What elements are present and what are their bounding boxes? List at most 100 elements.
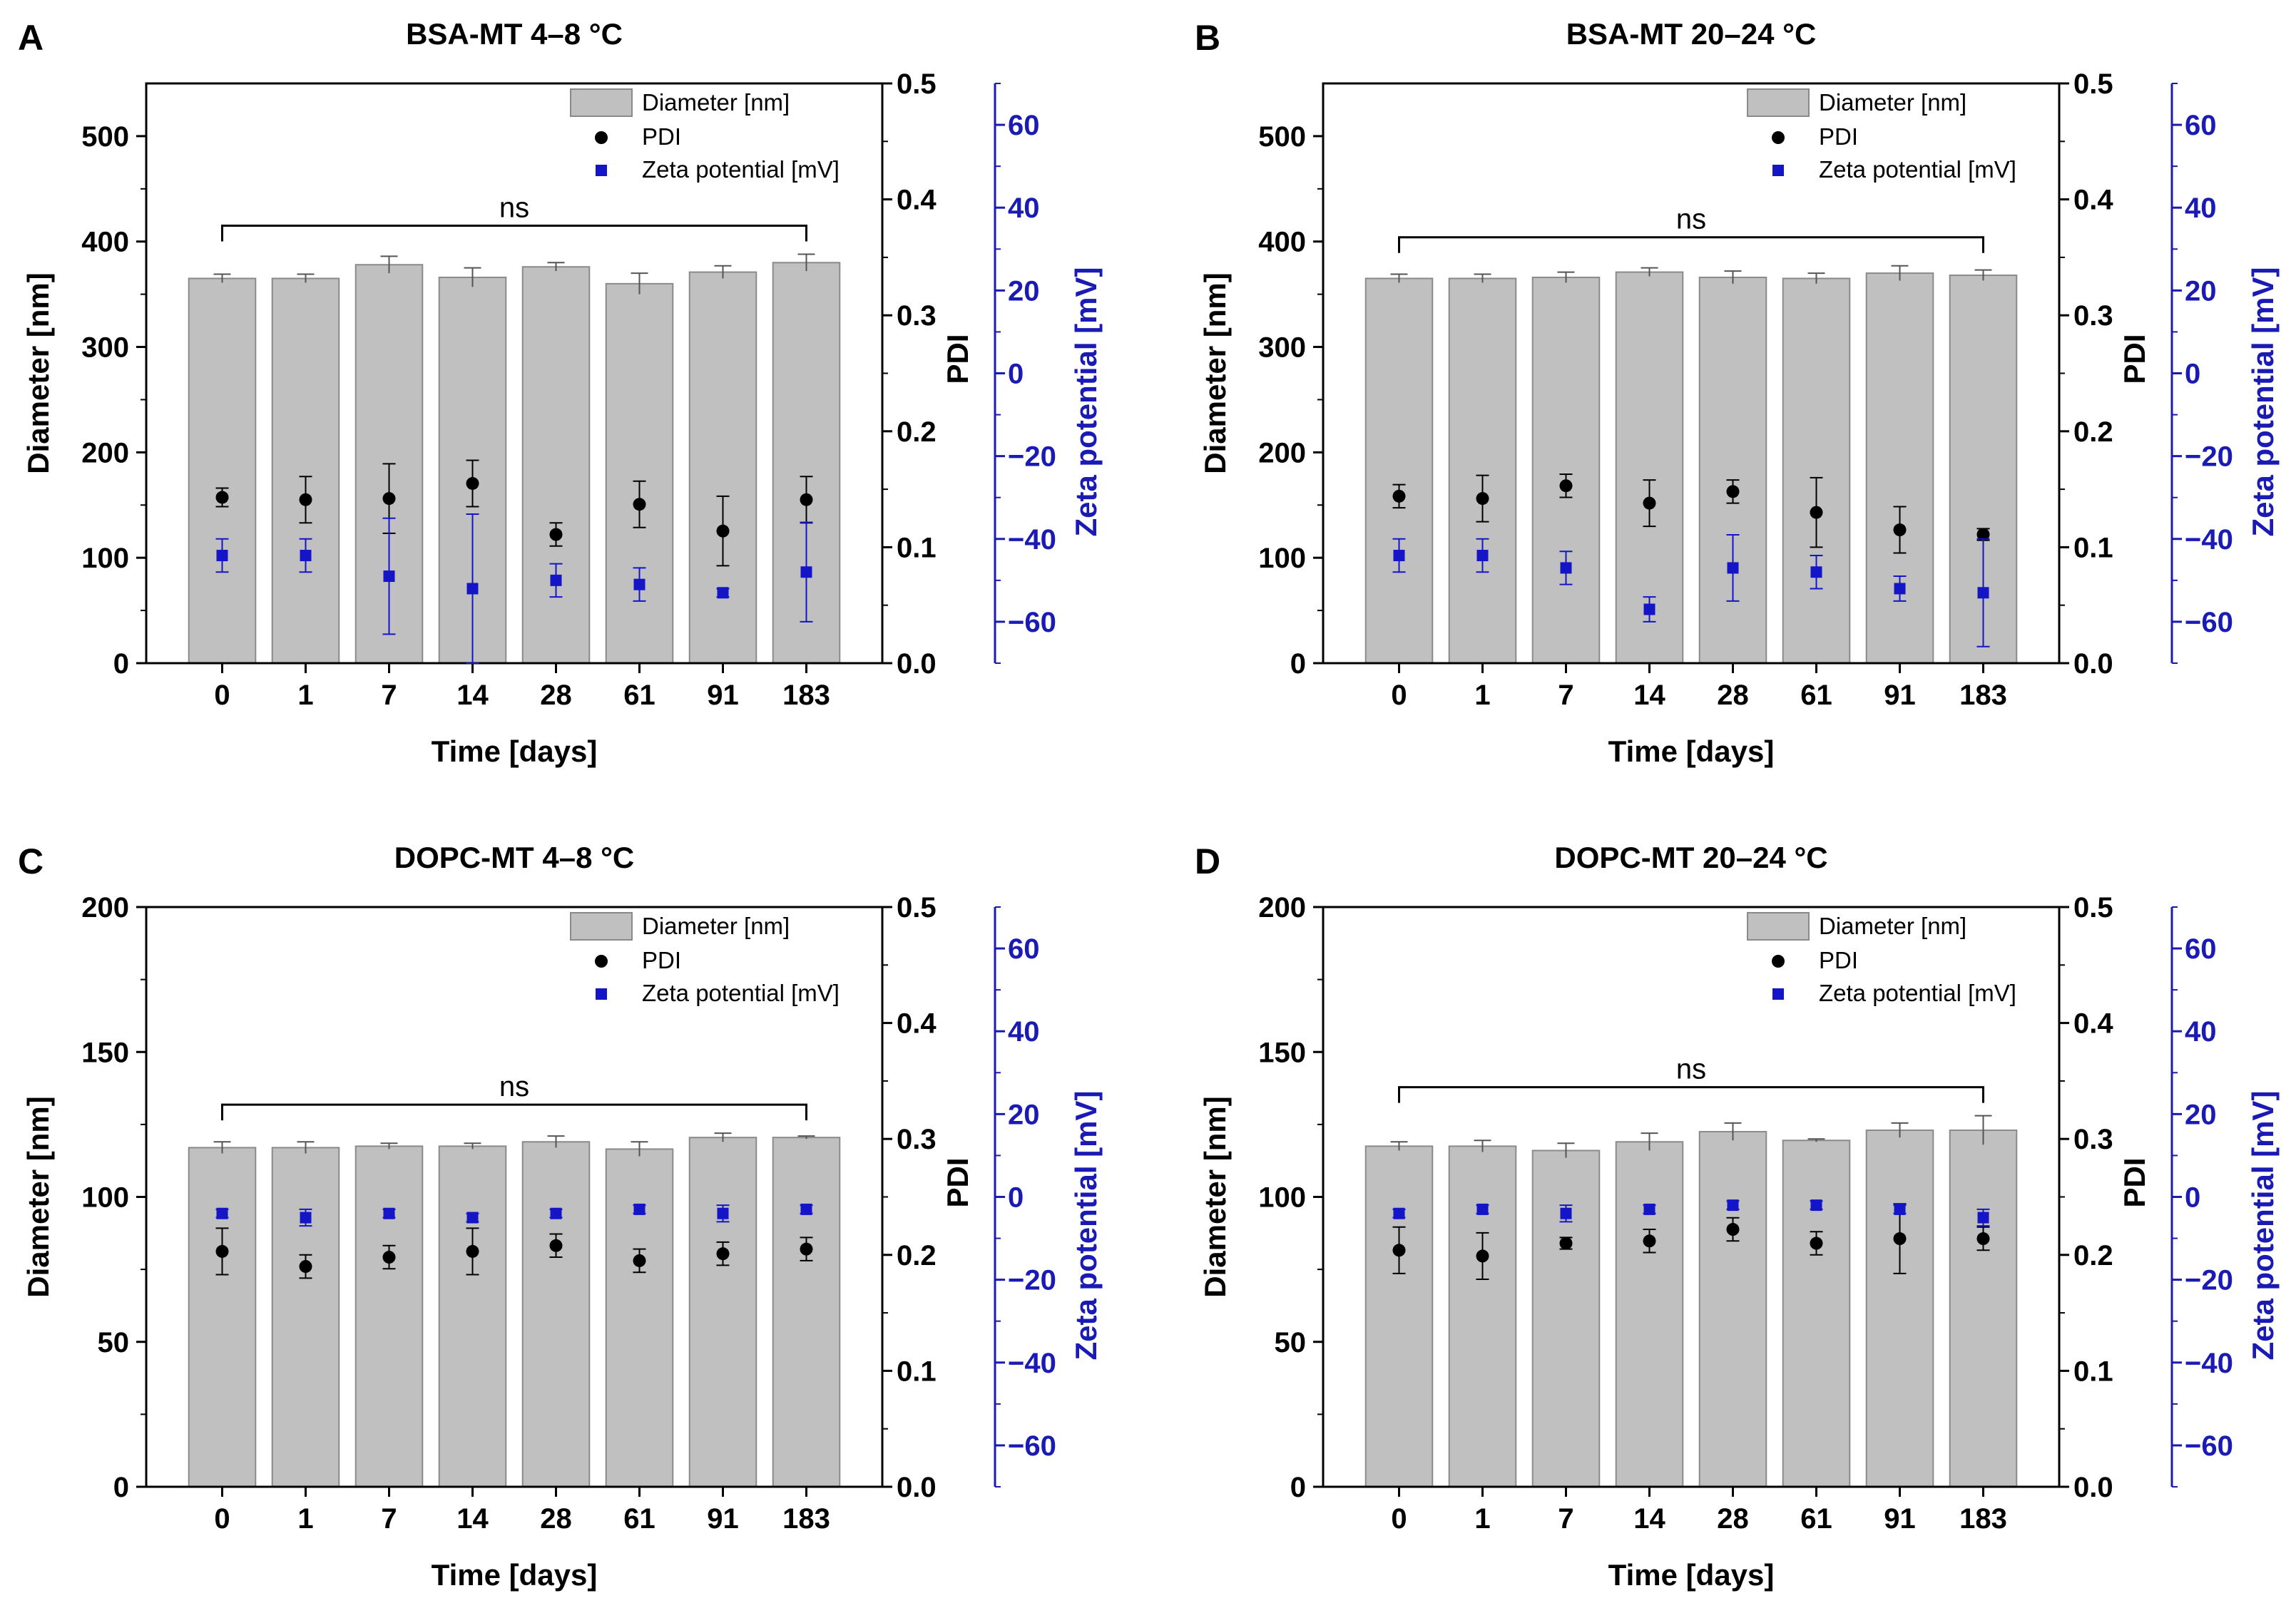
legend-label-zeta: Zeta potential [mV] [1819,980,2016,1006]
zeta-point [1476,1203,1489,1215]
y3-tick-label: −20 [1008,1265,1056,1296]
panel-c: C DOPC-MT 4–8 °Cns0501001502000.00.10.20.… [18,841,1103,1592]
y2-tick-label: 0.3 [897,1124,937,1155]
y2-axis-title: PDI [941,1157,974,1207]
y2-tick-label: 0.2 [2073,1240,2113,1271]
diameter-bar [521,1141,591,1487]
y3-tick-label: 60 [1008,110,1040,141]
legend-label-zeta: Zeta potential [mV] [642,980,840,1006]
legend-marker-pdi [595,955,608,968]
y2-tick-label: 0.0 [2073,648,2113,680]
diameter-bar [271,277,340,664]
panel-a: A BSA-MT 4–8 °Cns01002003004005000.00.10.… [18,17,1103,768]
zeta-point [717,1207,729,1219]
zeta-point [383,1207,395,1219]
pdi-point [1976,1232,1990,1246]
zeta-point [1977,1212,1989,1224]
x-tick-label: 183 [782,1503,830,1535]
significance-label: ns [499,1071,529,1102]
x-tick-label: 28 [1717,1503,1749,1535]
x-tick-label: 28 [540,1503,572,1535]
y2-tick-label: 0.0 [2073,1472,2113,1503]
y2-tick-label: 0.4 [2073,185,2113,216]
diameter-bar [1364,277,1434,664]
x-tick-label: 28 [1717,680,1749,711]
y-tick-label: 150 [1258,1037,1306,1068]
legend-label-zeta: Zeta potential [mV] [1819,156,2016,183]
y2-tick-label: 0.0 [897,1472,937,1503]
zeta-point [1643,1203,1655,1215]
y-tick-label: 0 [1290,1472,1306,1503]
zeta-point [1643,603,1655,615]
panel-letter: C [18,841,44,881]
zeta-point [466,1212,479,1224]
y3-axis-title: Zeta potential [mV] [2246,267,2280,536]
x-tick-label: 91 [707,680,739,711]
diameter-bar [1448,1145,1517,1487]
x-tick-label: 7 [1558,680,1573,711]
diameter-bar [1949,1130,2018,1487]
significance-bracket [1398,1086,1984,1103]
y3-tick-label: −40 [1008,524,1056,555]
x-tick-label: 1 [297,680,313,711]
zeta-point [800,1203,812,1215]
diameter-bar [1865,272,1934,664]
y-tick-label: 500 [81,121,129,153]
y3-tick-label: 20 [2185,1099,2217,1130]
y3-tick-label: 40 [2185,1016,2217,1048]
y-tick-label: 200 [81,892,129,923]
zeta-point [1810,566,1822,578]
pdi-point [1392,1244,1406,1257]
zeta-point [1727,562,1739,574]
y-tick-label: 50 [98,1327,130,1358]
pdi-point [1643,496,1656,510]
diameter-bar [354,1145,424,1487]
x-tick-label: 61 [1800,1503,1832,1535]
zeta-point [466,583,479,595]
y-tick-label: 100 [81,1182,129,1214]
x-tick-label: 7 [381,1503,397,1535]
significance-label: ns [1676,204,1706,235]
pdi-point [382,1251,396,1264]
legend-label-diameter: Diameter [nm] [1819,913,1966,939]
x-tick-label: 28 [540,680,572,711]
legend-marker-zeta [596,988,607,1000]
diameter-bar [1698,1131,1767,1487]
x-tick-label: 7 [1558,1503,1573,1535]
pdi-point [466,476,479,490]
significance-bracket [1398,236,1984,253]
zeta-point [1810,1199,1822,1212]
y-tick-label: 400 [1258,227,1306,258]
y2-axis-title: PDI [2118,1157,2151,1207]
legend-label-pdi: PDI [1819,947,1858,973]
x-axis-title: Time [days] [1608,734,1775,768]
pdi-point [1559,1236,1573,1250]
x-tick-label: 14 [456,1503,489,1535]
pdi-point [1976,528,1990,541]
y-tick-label: 0 [113,1472,129,1503]
zeta-point [1894,583,1906,595]
zeta-point [300,1212,312,1224]
y3-tick-label: 20 [1008,1099,1040,1130]
y-axis-title: Diameter [nm] [1198,1096,1232,1297]
y-tick-label: 0 [1290,648,1306,680]
y3-tick-label: 40 [1008,1016,1040,1048]
y3-tick-label: −60 [2185,1430,2233,1462]
y3-tick-label: −40 [1008,1348,1056,1379]
y3-tick-label: 60 [2185,110,2217,141]
pdi-point [549,528,563,541]
pdi-point [1643,1234,1656,1248]
y-tick-label: 200 [1258,437,1306,468]
panel-d: D DOPC-MT 20–24 °Cns0501001502000.00.10.2… [1195,841,2280,1592]
legend-label-diameter: Diameter [nm] [642,89,790,116]
legend-marker-zeta [1772,988,1784,1000]
y3-tick-label: 60 [1008,933,1040,965]
y3-tick-label: 20 [1008,275,1040,307]
pdi-point [215,1244,229,1258]
y3-tick-label: 0 [1008,1182,1024,1214]
y2-tick-label: 0.1 [2073,1356,2113,1387]
y2-tick-label: 0.3 [2073,1124,2113,1155]
y2-tick-label: 0.5 [897,892,937,923]
zeta-point [216,1207,228,1219]
